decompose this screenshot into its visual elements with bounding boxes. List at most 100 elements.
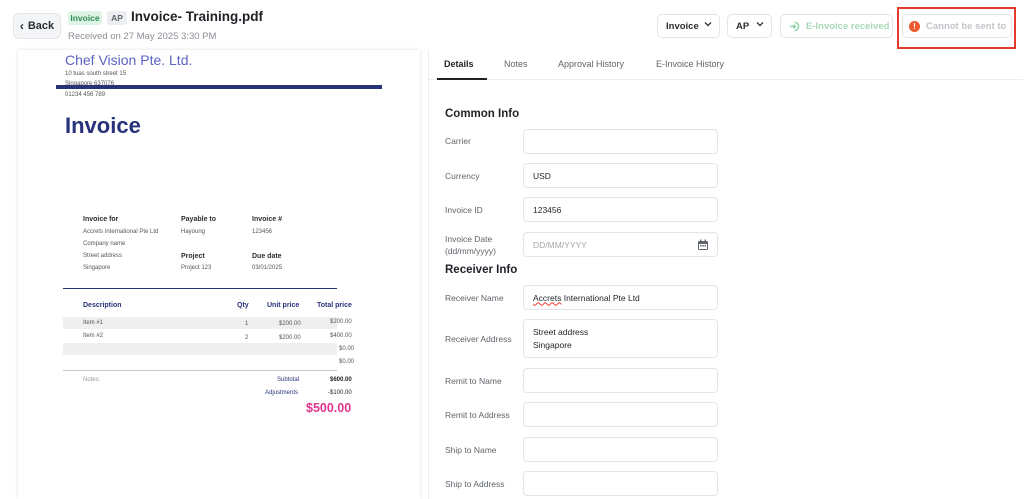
- chevron-left-icon: ‹: [19, 19, 24, 33]
- company-address-line: 10 tuas south street 15: [65, 71, 127, 77]
- project-label: Project: [181, 253, 205, 260]
- receiver-name-value-spellcheck: Accrets: [533, 292, 562, 303]
- remit-to-name-label: Remit to Name: [445, 376, 502, 386]
- item-total: $0.00: [339, 346, 355, 352]
- item-total: $0.00: [339, 359, 355, 365]
- receiver-address-line: Street address: [533, 327, 589, 337]
- ship-to-name-field[interactable]: [523, 437, 718, 462]
- remit-to-name-field[interactable]: [523, 368, 718, 393]
- subtotal-value: $600.00: [330, 377, 352, 383]
- einvoice-received-label: E-Invoice received: [806, 20, 890, 32]
- currency-label: Currency: [445, 171, 480, 181]
- payable-to-label: Payable to: [181, 216, 217, 223]
- ship-to-name-label: Ship to Name: [445, 445, 497, 455]
- currency-field[interactable]: USD: [523, 163, 718, 188]
- company-address-line: Singapore 637076: [65, 81, 115, 87]
- invoice-date-placeholder: DD/MM/YYYY: [533, 239, 587, 250]
- receiver-name-field[interactable]: Accrets International Pte Ltd: [523, 285, 718, 310]
- adjustments-value: -$100.00: [328, 390, 352, 396]
- item-description: Item #1: [83, 320, 104, 326]
- highlight-box: [897, 7, 1016, 49]
- receiver-address-label: Receiver Address: [445, 334, 512, 344]
- section-title-common-info: Common Info: [445, 108, 520, 120]
- document-heading: Invoice: [65, 113, 141, 138]
- invoice-for-line: Accrets International Pte Ltd: [83, 229, 159, 235]
- adjustments-label: Adjustments: [265, 390, 299, 396]
- tab-einvoice-history[interactable]: E-Invoice History: [656, 59, 725, 69]
- invoice-date-field[interactable]: DD/MM/YYYY: [523, 232, 718, 257]
- item-unit-price: $200.00: [279, 321, 301, 327]
- invoice-id-field[interactable]: 123456: [523, 197, 718, 222]
- remit-to-address-field[interactable]: [523, 402, 718, 427]
- login-arrow-icon: [789, 21, 800, 31]
- ship-to-address-field[interactable]: [523, 471, 718, 496]
- carrier-field[interactable]: [523, 129, 718, 154]
- column-header: Unit price: [267, 302, 300, 309]
- subtotal-label: Subtotal: [277, 377, 300, 383]
- invoice-number-value: 123456: [252, 229, 273, 235]
- cannot-be-sent-button[interactable]: ! Cannot be sent to: [902, 14, 1012, 38]
- ledger-tag: AP: [107, 11, 127, 25]
- invoice-for-label: Invoice for: [83, 216, 119, 223]
- chevron-down-icon: [704, 22, 712, 27]
- column-header: Total price: [317, 302, 352, 309]
- remit-to-address-label: Remit to Address: [445, 410, 510, 420]
- document-type-dropdown-label: Invoice: [666, 20, 699, 32]
- receiver-name-label: Receiver Name: [445, 293, 504, 303]
- back-label: Back: [27, 20, 55, 32]
- notes-label: Notes:: [83, 377, 101, 383]
- ledger-dropdown[interactable]: AP: [727, 14, 772, 38]
- table-row: [63, 343, 337, 355]
- item-qty: 2: [245, 335, 249, 341]
- invoice-date-label: Invoice Date (dd/mm/yyyy): [445, 233, 496, 257]
- document-title: Invoice- Training.pdf: [131, 9, 264, 24]
- header-bar: ‹ Back Invoice AP Invoice- Training.pdf …: [0, 0, 1024, 49]
- item-unit-price: $200.00: [279, 335, 301, 341]
- tab-approval-history[interactable]: Approval History: [558, 59, 625, 69]
- grand-total: $500.00: [306, 401, 352, 415]
- cannot-be-sent-label: Cannot be sent to: [926, 20, 1007, 32]
- document-preview[interactable]: [18, 50, 420, 499]
- invoice-date-label-line: Invoice Date: [445, 234, 493, 244]
- back-button[interactable]: ‹ Back: [13, 13, 61, 39]
- item-qty: 1: [245, 321, 249, 327]
- error-icon: !: [909, 20, 920, 32]
- tab-bar: Details Notes Approval History E-Invoice…: [429, 50, 1023, 80]
- document-type-tag: Invoice: [68, 11, 102, 25]
- tab-notes[interactable]: Notes: [504, 59, 528, 69]
- payable-to-value: Hayoung: [181, 229, 206, 235]
- invoice-for-line: Street address: [83, 253, 123, 259]
- item-total: $400.00: [330, 333, 352, 339]
- due-date-value: 03/01/2025: [252, 265, 283, 271]
- item-description: Item #2: [83, 333, 104, 339]
- document-type-dropdown[interactable]: Invoice: [657, 14, 720, 38]
- chevron-down-icon: [756, 22, 764, 27]
- ship-to-address-label: Ship to Address: [445, 479, 505, 489]
- receiver-address-line: Singapore: [533, 340, 572, 350]
- due-date-label: Due date: [252, 253, 282, 260]
- section-title-receiver-info: Receiver Info: [445, 264, 518, 276]
- company-address-line: 01234 456 789: [65, 92, 106, 98]
- invoice-date-label-line: (dd/mm/yyyy): [445, 246, 496, 256]
- einvoice-received-button[interactable]: E-Invoice received: [780, 14, 893, 38]
- column-header: Description: [83, 302, 122, 309]
- table-bottom-rule: [63, 370, 337, 371]
- ledger-dropdown-label: AP: [736, 20, 750, 32]
- receiver-address-field[interactable]: Street address Singapore: [523, 319, 718, 358]
- project-value: Project 123: [181, 265, 212, 271]
- tab-details[interactable]: Details: [444, 59, 474, 69]
- receiver-name-value: International Pte Ltd: [561, 292, 640, 303]
- company-name: Chef Vision Pte. Ltd.: [65, 52, 193, 68]
- column-header: Qty: [237, 302, 249, 309]
- item-total: $200.00: [330, 319, 352, 325]
- invoice-number-label: Invoice #: [252, 216, 282, 223]
- invoice-for-line: Company name: [83, 241, 126, 247]
- active-tab-indicator: [437, 78, 487, 80]
- invoice-for-line: Singapore: [83, 265, 111, 271]
- calendar-icon[interactable]: [697, 239, 709, 251]
- table-top-rule: [63, 288, 337, 289]
- received-timestamp: Received on 27 May 2025 3:30 PM: [68, 31, 217, 42]
- table-row: [63, 317, 337, 329]
- details-panel: Details Notes Approval History E-Invoice…: [428, 50, 1023, 499]
- invoice-id-label: Invoice ID: [445, 205, 483, 215]
